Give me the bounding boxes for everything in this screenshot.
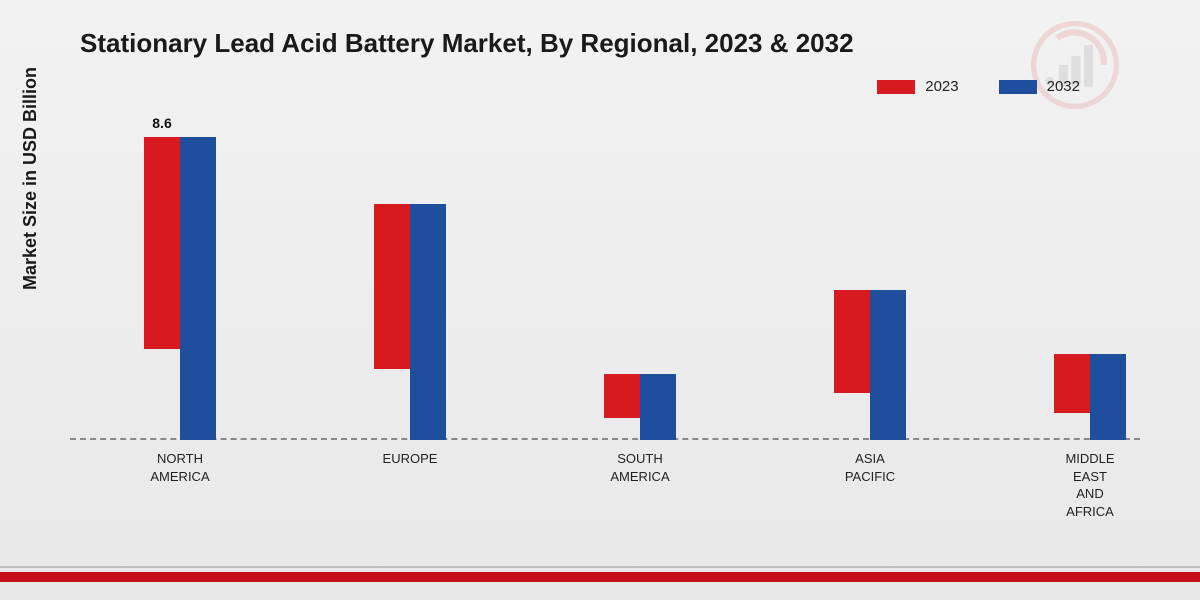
legend-swatch-2032 xyxy=(999,80,1037,94)
legend-swatch-2023 xyxy=(877,80,915,94)
bar-group: EUROPE xyxy=(350,204,470,440)
brand-watermark xyxy=(1030,20,1120,110)
bar-2032 xyxy=(1090,354,1126,440)
x-axis-label: EUROPE xyxy=(383,450,438,468)
bar-2032 xyxy=(180,137,216,440)
plot-area: 8.6NORTH AMERICA EUROPE SOUTH AMERICA ASIA … xyxy=(70,120,1140,440)
legend-label-2032: 2032 xyxy=(1047,78,1080,95)
bar-2023 xyxy=(374,204,410,369)
bar-value-label: 8.6 xyxy=(152,115,171,131)
chart-title: Stationary Lead Acid Battery Market, By … xyxy=(80,28,854,59)
footer-divider xyxy=(0,566,1200,568)
y-axis-label: Market Size in USD Billion xyxy=(20,67,41,290)
bar-2023 xyxy=(604,374,640,418)
bar-group: ASIA PACIFIC xyxy=(810,290,930,440)
bar-2023: 8.6 xyxy=(144,137,180,349)
bar-2032 xyxy=(640,374,676,440)
bar-2032 xyxy=(410,204,446,440)
legend-label-2023: 2023 xyxy=(925,78,958,95)
bar-group: SOUTH AMERICA xyxy=(580,374,700,440)
x-axis-label: SOUTH AMERICA xyxy=(610,450,669,485)
x-axis-label: ASIA PACIFIC xyxy=(845,450,895,485)
legend-item-2032: 2032 xyxy=(999,78,1080,95)
bar-2023 xyxy=(1054,354,1090,413)
bar-2023 xyxy=(834,290,870,393)
bar-2032 xyxy=(870,290,906,440)
legend-item-2023: 2023 xyxy=(877,78,958,95)
x-axis-label: NORTH AMERICA xyxy=(150,450,209,485)
bar-group: MIDDLE EAST AND AFRICA xyxy=(1030,354,1150,440)
legend: 2023 2032 xyxy=(877,78,1080,95)
x-axis-label: MIDDLE EAST AND AFRICA xyxy=(1065,450,1114,520)
footer-accent-bar xyxy=(0,572,1200,582)
bar-group: 8.6NORTH AMERICA xyxy=(120,137,240,440)
